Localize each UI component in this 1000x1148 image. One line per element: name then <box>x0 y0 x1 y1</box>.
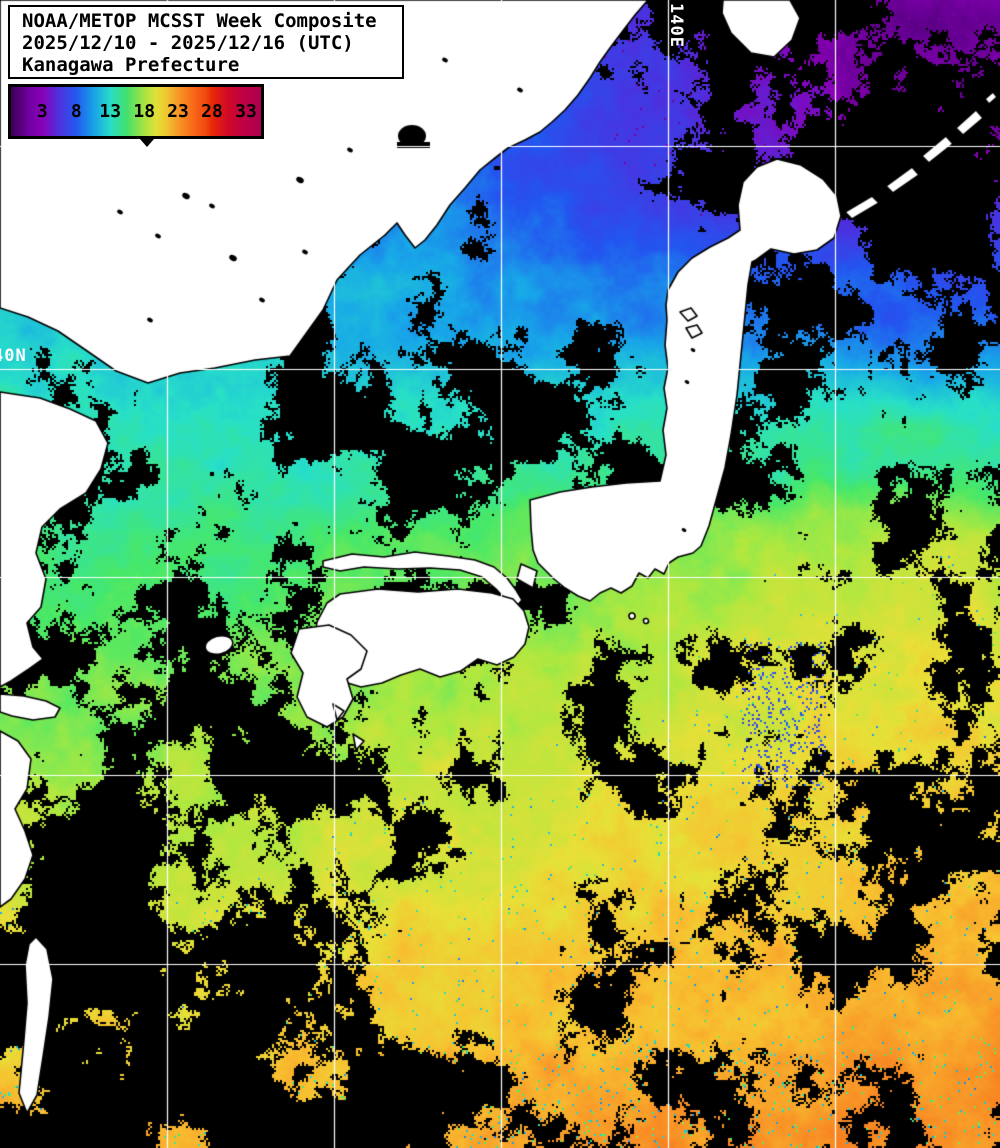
title-line-dates: 2025/12/10 - 2025/12/16 (UTC) <box>22 32 354 54</box>
colorbar-tick-13: 13 <box>99 101 122 122</box>
temperature-colorbar: 3 8 13 18 23 28 33 <box>8 84 264 139</box>
colorbar-tick-8: 8 <box>70 101 82 122</box>
title-line-region: Kanagawa Prefecture <box>22 54 240 76</box>
colorbar-tick-33: 33 <box>235 101 257 122</box>
title-box: NOAA/METOP MCSST Week Composite 2025/12/… <box>8 5 404 79</box>
colorbar-tick-23: 23 <box>167 101 189 122</box>
latitude-label-40n: 40N <box>0 346 27 366</box>
colorbar-tick-3: 3 <box>36 101 48 122</box>
colorbar-tick-18: 18 <box>133 101 156 122</box>
colorbar-pointer-icon <box>140 139 154 147</box>
colorbar-tick-28: 28 <box>201 101 223 122</box>
longitude-label-140e: 140E <box>666 3 686 48</box>
title-line-product: NOAA/METOP MCSST Week Composite <box>22 10 377 32</box>
